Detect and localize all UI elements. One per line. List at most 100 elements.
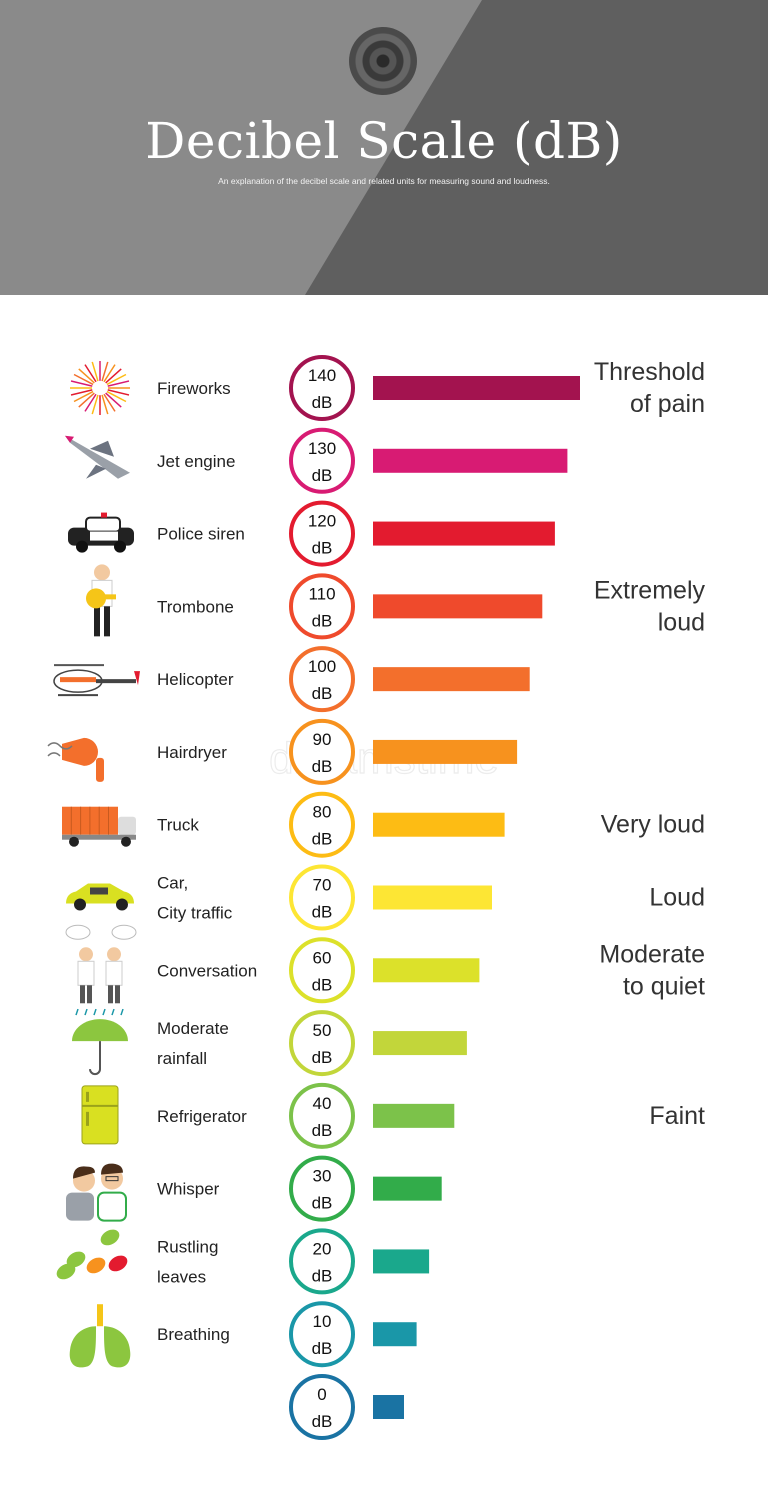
whisper-icon: [66, 1163, 127, 1222]
source-label: Whisper: [157, 1180, 220, 1199]
db-bar: [373, 885, 492, 910]
scale-row: Refrigerator 40 dB: [81, 1082, 455, 1149]
db-value: 120: [308, 512, 336, 531]
db-value: 10: [313, 1312, 332, 1331]
hairdryer-icon: [47, 737, 111, 782]
helicopter-icon: [53, 664, 140, 697]
source-label: Refrigerator: [157, 1107, 247, 1126]
scale-row: Whisper 30 dB: [66, 1155, 442, 1222]
db-unit: dB: [312, 1048, 333, 1067]
loudness-zone-label: Faint: [649, 1102, 705, 1130]
header-banner: Decibel Scale (dB) An explanation of the…: [0, 0, 768, 295]
db-bar: [373, 1031, 467, 1056]
db-value: 30: [313, 1167, 332, 1186]
db-circle: [289, 718, 355, 785]
db-circle: [289, 1155, 355, 1222]
db-value: 100: [308, 657, 336, 676]
jet-icon: [65, 435, 130, 479]
db-unit: dB: [312, 975, 333, 994]
db-unit: dB: [312, 466, 333, 485]
db-unit: dB: [312, 1339, 333, 1358]
police-car-icon: [68, 512, 134, 553]
scale-row: Car, City traffic 70 dB: [66, 864, 492, 931]
scale-row: Jet engine 130 dB: [65, 427, 568, 494]
source-label: Rustling leaves: [157, 1237, 218, 1286]
source-label: Moderate rainfall: [157, 1019, 229, 1068]
db-unit: dB: [312, 684, 333, 703]
db-bar: [373, 812, 505, 837]
db-circle: [289, 427, 355, 494]
source-label: Trombone: [157, 597, 234, 616]
scale-row: Hairdryer 90 dB: [47, 718, 518, 785]
source-label: Conversation: [157, 961, 257, 980]
db-unit: dB: [312, 393, 333, 412]
db-bar: [373, 1176, 442, 1201]
scale-row: Truck 80 dB: [62, 791, 505, 858]
db-bar: [373, 521, 555, 546]
source-label: Truck: [157, 816, 199, 835]
db-value: 110: [308, 584, 335, 603]
db-bar: [373, 739, 518, 764]
db-bar: [373, 1103, 455, 1128]
source-label: Breathing: [157, 1325, 230, 1344]
db-value: 80: [313, 803, 332, 822]
scale-row: Police siren 120 dB: [68, 500, 555, 567]
scale-row: Trombone 110 dB: [86, 564, 543, 640]
db-circle: [289, 573, 355, 640]
db-bar: [373, 667, 530, 692]
db-circle: [289, 1374, 355, 1440]
source-label: Helicopter: [157, 670, 234, 689]
loudness-zone-label: Loud: [649, 884, 705, 912]
db-bar: [373, 376, 580, 400]
db-unit: dB: [312, 611, 333, 630]
db-circle: [289, 646, 355, 713]
db-circle: [289, 791, 355, 858]
db-bar: [373, 1322, 417, 1347]
truck-icon: [62, 806, 136, 847]
scale-row: Moderate rainfall 50 dB: [72, 1008, 467, 1077]
db-unit: dB: [312, 830, 333, 849]
refrigerator-icon: [81, 1085, 119, 1145]
db-unit: dB: [312, 1121, 333, 1140]
loudness-zone-label: Extremely loud: [594, 576, 706, 636]
lungs-icon: [69, 1304, 131, 1368]
db-value: 70: [313, 876, 332, 895]
source-label: Hairdryer: [157, 743, 227, 762]
db-circle: [289, 1228, 355, 1295]
page-title: Decibel Scale (dB): [145, 112, 623, 170]
loudness-zone-label: Moderate to quiet: [599, 940, 705, 1000]
db-bar: [373, 1395, 404, 1419]
db-circle: [289, 1301, 355, 1368]
scale-row: Helicopter 100 dB: [53, 646, 530, 713]
db-bar: [373, 448, 568, 473]
loudness-zone-label: Threshold of pain: [594, 358, 705, 418]
db-value: 60: [313, 948, 332, 967]
db-value: 0: [317, 1385, 326, 1404]
db-bar: [373, 594, 543, 619]
trombone-player-icon: [86, 564, 116, 637]
db-unit: dB: [312, 757, 333, 776]
umbrella-rain-icon: [72, 1008, 128, 1075]
db-unit: dB: [312, 539, 333, 558]
conversation-icon: [65, 924, 137, 1004]
db-value: 140: [308, 366, 336, 385]
db-circle: [289, 1010, 355, 1077]
db-circle: [289, 937, 355, 1004]
source-label: Fireworks: [157, 379, 231, 398]
scale-row: Rustling leaves 20 dB: [56, 1228, 430, 1295]
db-unit: dB: [312, 1412, 333, 1431]
car-icon: [66, 883, 134, 911]
page-subtitle: An explanation of the decibel scale and …: [218, 176, 550, 186]
speaker-icon: [349, 27, 417, 95]
db-value: 40: [313, 1094, 332, 1113]
db-unit: dB: [312, 1194, 333, 1213]
db-value: 90: [313, 730, 332, 749]
source-label: Police siren: [157, 525, 245, 544]
db-bar: [373, 958, 480, 983]
db-unit: dB: [312, 1266, 333, 1285]
db-circle: [289, 1082, 355, 1149]
db-unit: dB: [312, 903, 333, 922]
scale-row: Breathing 10 dB: [69, 1301, 417, 1368]
scale-row: 0 dB: [289, 1374, 404, 1440]
